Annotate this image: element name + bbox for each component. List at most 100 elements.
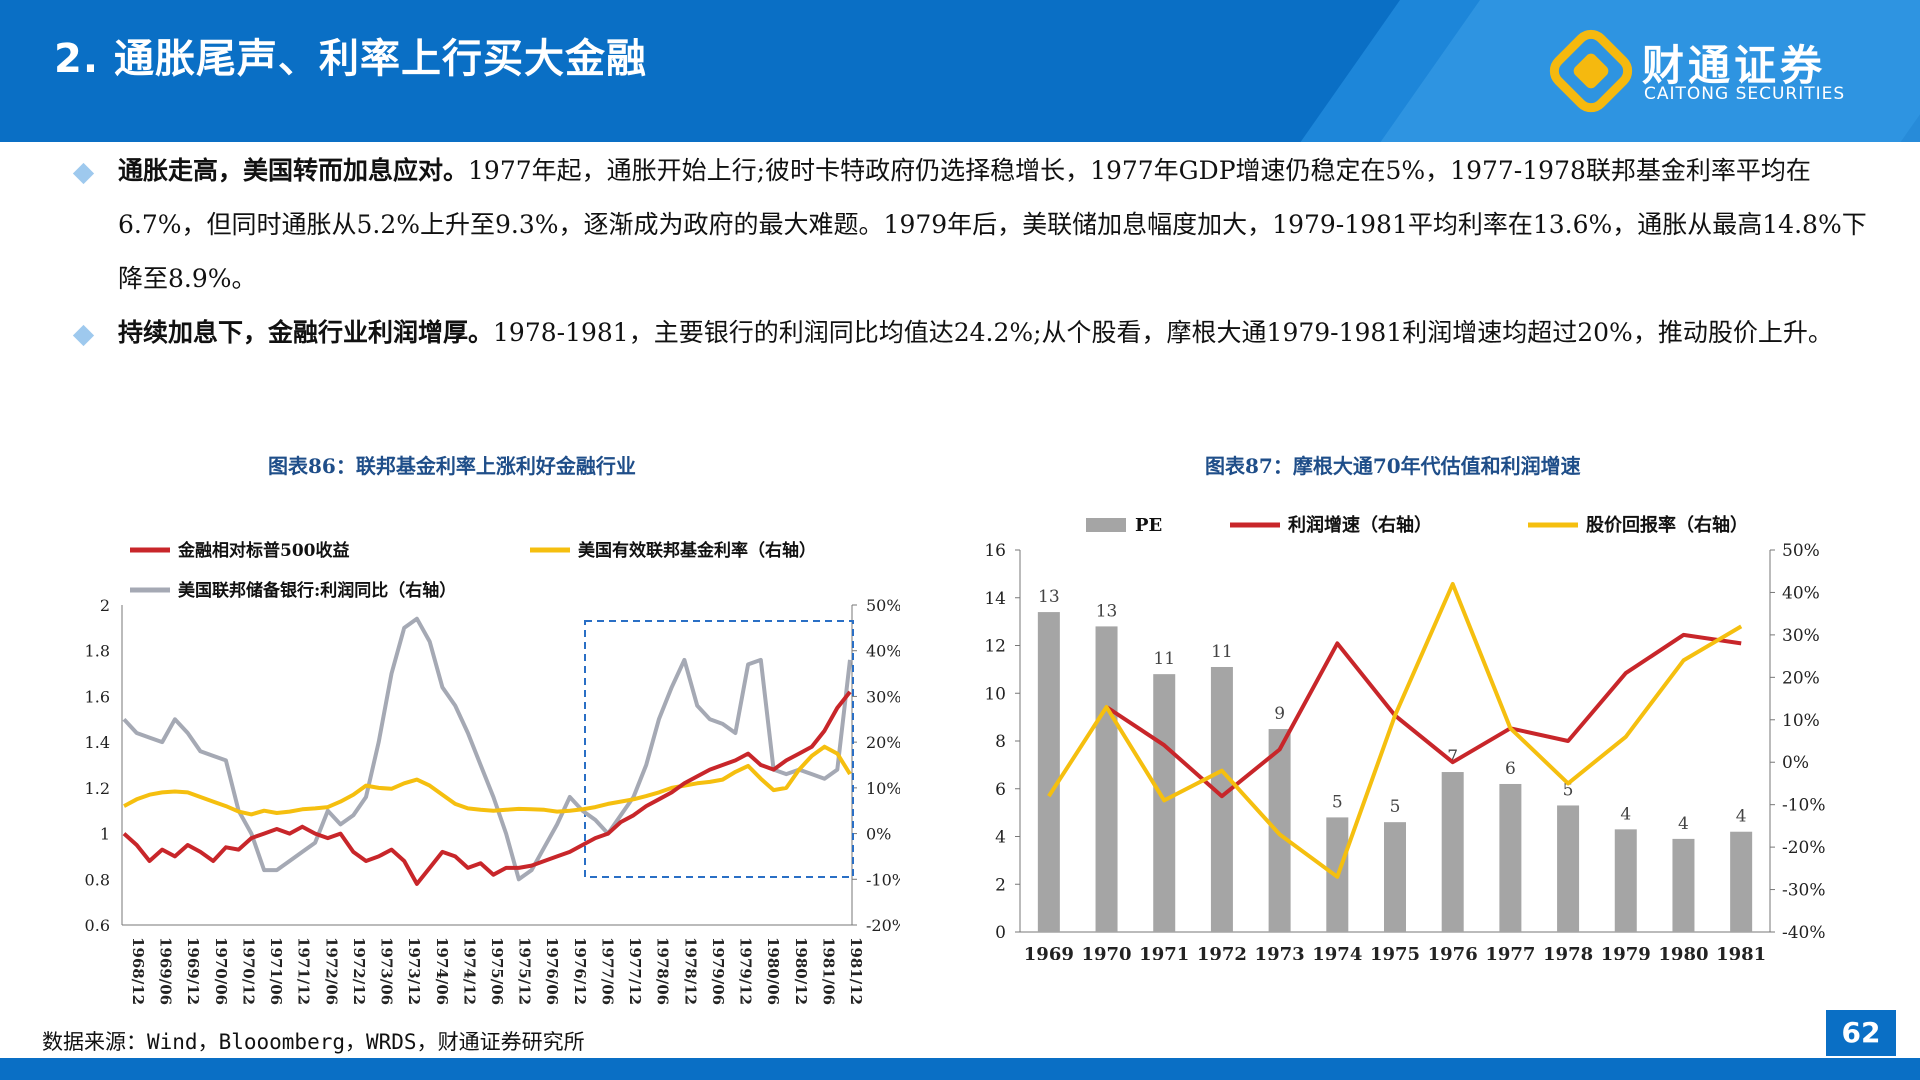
x-tick-label: 1971 <box>1139 944 1189 960</box>
x-tick-label: 1980 <box>1658 944 1708 960</box>
x-tick-label: 1981/12 <box>847 937 865 1005</box>
pe-data-label: 6 <box>1505 759 1516 779</box>
legend-label: 美国联邦储备银行:利润同比（右轴） <box>178 580 456 601</box>
pe-data-label: 4 <box>1736 807 1747 827</box>
x-tick-label: 1973/06 <box>378 937 396 1005</box>
legend-label: PE <box>1135 515 1162 536</box>
y-tick-label-right: 40% <box>866 642 900 661</box>
pe-bar <box>1730 831 1753 932</box>
y-tick-label-right: -20% <box>866 916 900 935</box>
y-tick-label-right: -10% <box>866 870 900 889</box>
x-tick-label: 1977 <box>1485 944 1535 960</box>
legend-swatch <box>1086 518 1126 532</box>
x-tick-label: 1969/06 <box>157 937 175 1005</box>
y-tick-label-right: 10% <box>1782 711 1820 731</box>
pe-data-label: 9 <box>1274 704 1285 724</box>
x-tick-label: 1981/06 <box>819 937 837 1005</box>
y-tick-label-right: 0% <box>866 825 891 844</box>
bottom-bar <box>0 1058 1920 1080</box>
y-tick-label-left: 1 <box>100 825 110 844</box>
x-tick-label: 1976/12 <box>571 937 589 1005</box>
y-tick-label-right: 0% <box>1782 753 1809 773</box>
pe-bar <box>1384 822 1406 932</box>
y-tick-label-right: -30% <box>1782 881 1826 901</box>
y-tick-label-left: 2 <box>995 875 1006 895</box>
x-tick-label: 1968/12 <box>129 937 147 1005</box>
highlight-box <box>584 620 854 878</box>
x-tick-label: 1971/06 <box>267 937 285 1005</box>
pe-data-label: 13 <box>1096 601 1118 621</box>
x-tick-label: 1974 <box>1312 944 1362 960</box>
y-tick-label-right: 20% <box>866 733 900 752</box>
pe-bar <box>1672 838 1695 932</box>
x-tick-label: 1977/12 <box>626 937 644 1005</box>
x-tick-label: 1972/12 <box>350 937 368 1005</box>
pe-data-label: 4 <box>1620 804 1631 824</box>
pe-data-label: 11 <box>1153 649 1175 669</box>
y-tick-label-left: 14 <box>984 589 1006 609</box>
bullet-heading: 通胀走高，美国转而加息应对。 <box>118 156 469 185</box>
pe-data-label: 13 <box>1038 587 1060 607</box>
y-tick-label-right: -20% <box>1782 838 1826 858</box>
y-tick-label-left: 1.2 <box>85 779 110 798</box>
y-tick-label-left: 1.4 <box>85 733 110 752</box>
y-tick-label-left: 0 <box>995 923 1006 943</box>
x-tick-label: 1976/06 <box>543 937 561 1005</box>
data-source: 数据来源：Wind，Blooomberg，WRDS，财通证券研究所 <box>42 1030 585 1054</box>
y-tick-label-left: 2 <box>100 596 110 615</box>
y-tick-label-right: 10% <box>866 779 900 798</box>
page-number: 62 <box>1826 1010 1896 1056</box>
x-tick-label: 1972/06 <box>322 937 340 1005</box>
y-tick-label-right: 50% <box>1782 541 1820 561</box>
y-tick-label-right: 50% <box>866 596 900 615</box>
pe-bar <box>1441 772 1464 932</box>
series-line <box>122 616 852 882</box>
x-tick-label: 1978/06 <box>654 937 672 1005</box>
bullet-item: 通胀走高，美国转而加息应对。1977年起，通胀开始上行;彼时卡特政府仍选择稳增长… <box>72 144 1872 306</box>
x-tick-label: 1969 <box>1024 944 1074 960</box>
y-tick-label-left: 4 <box>995 828 1006 848</box>
y-tick-label-left: 1.6 <box>85 687 110 706</box>
company-logo: 财通证券 CAITONG SECURITIES <box>1548 26 1888 116</box>
x-tick-label: 1975 <box>1370 944 1420 960</box>
y-tick-label-right: 20% <box>1782 668 1820 688</box>
x-tick-label: 1979 <box>1601 944 1651 960</box>
x-tick-label: 1979/06 <box>709 937 727 1005</box>
x-tick-label: 1974/12 <box>460 937 478 1005</box>
pe-bar <box>1268 729 1291 932</box>
y-tick-label-right: -10% <box>1782 796 1826 816</box>
x-tick-label: 1970/12 <box>239 937 257 1005</box>
pe-bar <box>1153 674 1176 932</box>
pe-data-label: 4 <box>1678 814 1689 834</box>
y-tick-label-right: -40% <box>1782 923 1826 943</box>
legend-label: 股价回报率（右轴） <box>1585 514 1748 536</box>
y-tick-label-right: 30% <box>866 687 900 706</box>
chart-right: PE 利润增速（右轴） 股价回报率（右轴） 0 2 4 6 8 10 12 14 16 -40% -30%… <box>984 514 1826 960</box>
series-line <box>1105 632 1742 799</box>
x-tick-label: 1976 <box>1428 944 1478 960</box>
pe-data-label: 5 <box>1390 797 1401 817</box>
legend-label: 利润增速（右轴） <box>1288 514 1432 536</box>
x-tick-label: 1972 <box>1197 944 1247 960</box>
pe-data-label: 7 <box>1447 747 1458 767</box>
y-tick-label-right: 40% <box>1782 583 1820 603</box>
pe-data-label: 11 <box>1211 642 1233 662</box>
y-tick-label-left: 0.8 <box>85 870 110 889</box>
header-bar: 2. 通胀尾声、利率上行买大金融 财通证券 CAITONG SECURITIES <box>0 0 1920 142</box>
y-tick-label-right: 30% <box>1782 626 1820 646</box>
page-title: 2. 通胀尾声、利率上行买大金融 <box>54 36 647 82</box>
diamond-bullet-icon <box>72 324 95 347</box>
bullet-list: 通胀走高，美国转而加息应对。1977年起，通胀开始上行;彼时卡特政府仍选择稳增长… <box>72 144 1872 360</box>
logo-text-en: CAITONG SECURITIES <box>1644 84 1846 104</box>
x-tick-label: 1975/12 <box>516 937 534 1005</box>
x-tick-label: 1978/12 <box>681 937 699 1005</box>
diamond-bullet-icon <box>72 162 95 185</box>
series-line <box>123 744 852 817</box>
pe-bar <box>1210 666 1233 932</box>
y-tick-label-left: 10 <box>984 684 1006 704</box>
bullet-text: 1977年起，通胀开始上行;彼时卡特政府仍选择稳增长，1977年GDP增速仍稳定… <box>118 156 1867 293</box>
x-tick-label: 1969/12 <box>184 937 202 1005</box>
logo-text-cn: 财通证券 <box>1642 41 1827 90</box>
y-tick-label-left: 6 <box>995 780 1006 800</box>
x-tick-label: 1980/06 <box>764 937 782 1005</box>
